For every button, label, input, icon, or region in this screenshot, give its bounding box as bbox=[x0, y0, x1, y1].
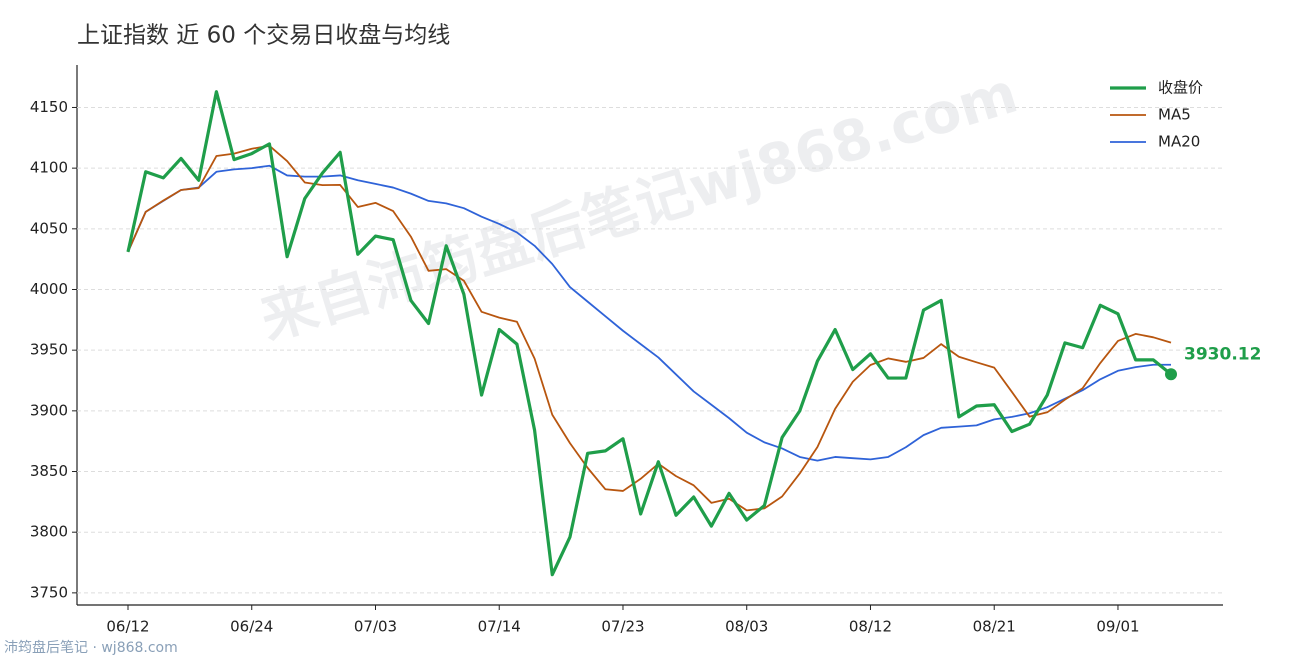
series-line bbox=[127, 164, 1171, 462]
legend-label: MA20 bbox=[1158, 133, 1200, 151]
x-tick-label: 08/03 bbox=[725, 618, 768, 636]
y-tick-label: 4050 bbox=[30, 219, 68, 237]
x-tick-label: 07/03 bbox=[354, 618, 397, 636]
x-tick-label: 07/14 bbox=[478, 618, 521, 636]
y-tick-label: 4150 bbox=[30, 98, 68, 116]
footer: 沛筠盘后笔记 · wj868.com bbox=[4, 639, 178, 656]
legend-label: 收盘价 bbox=[1158, 79, 1203, 97]
x-tick-label: 07/23 bbox=[601, 618, 644, 636]
y-tick-label: 3750 bbox=[30, 583, 68, 601]
y-tick-label: 4100 bbox=[30, 159, 68, 177]
last-value-label: 3930.12 bbox=[1184, 344, 1261, 364]
series-line bbox=[127, 144, 1172, 512]
y-tick-label: 3800 bbox=[30, 523, 68, 541]
watermark: 来自沛筠盘后笔记wj868.com bbox=[253, 61, 1025, 353]
x-tick-label: 08/12 bbox=[849, 618, 892, 636]
y-tick-label: 4000 bbox=[30, 280, 68, 298]
y-tick-label: 3950 bbox=[30, 341, 68, 359]
last-point bbox=[1165, 368, 1177, 381]
legend-label: MA5 bbox=[1158, 106, 1191, 124]
x-tick-label: 06/12 bbox=[106, 618, 149, 636]
series-line bbox=[126, 90, 1173, 577]
y-tick-label: 3850 bbox=[30, 462, 68, 480]
x-tick-label: 06/24 bbox=[230, 618, 273, 636]
x-tick-label: 09/01 bbox=[1096, 618, 1139, 636]
y-tick-label: 3900 bbox=[30, 401, 68, 419]
x-tick-label: 08/21 bbox=[973, 618, 1016, 636]
chart-title: 上证指数 近 60 个交易日收盘与均线 bbox=[77, 23, 450, 49]
